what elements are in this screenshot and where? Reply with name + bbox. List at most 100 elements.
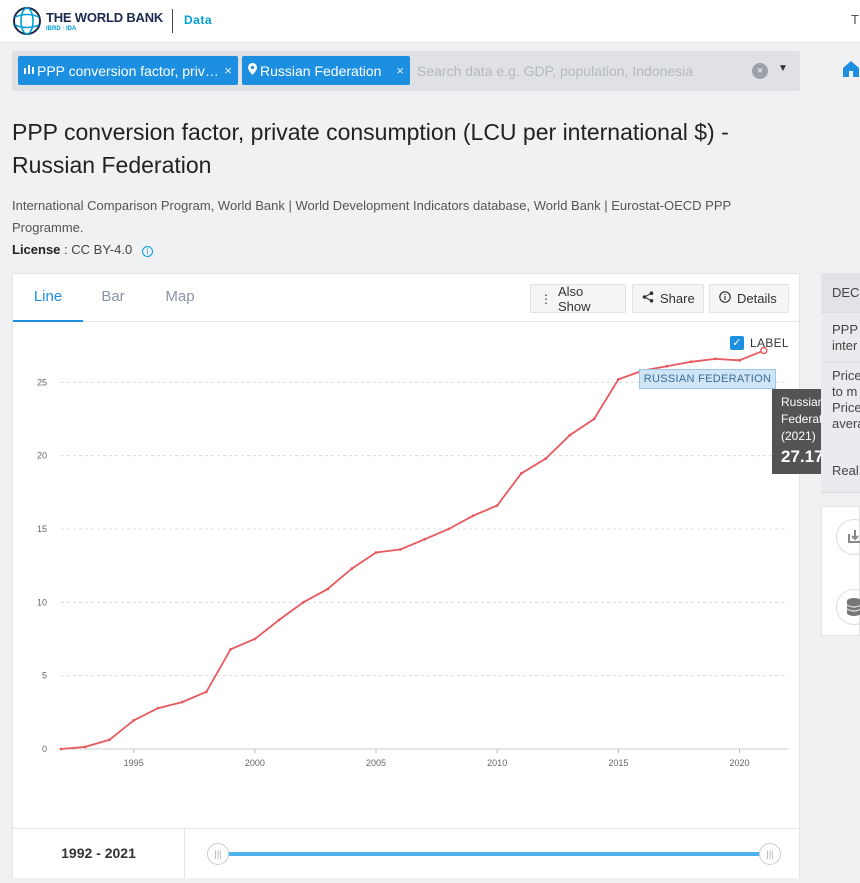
year-range-label: 1992 - 2021 — [13, 829, 185, 878]
data-point — [616, 378, 620, 381]
data-point — [398, 548, 402, 551]
license-value: : CC BY-4.0 — [64, 242, 133, 257]
license-label: License — [12, 242, 61, 257]
country-chip-label: Russian Federation — [260, 62, 382, 79]
data-link[interactable]: Data — [184, 13, 213, 27]
indicator-chip-label: PPP conversion factor, private consumpti… — [37, 62, 221, 79]
chart-tabs: Line Bar Map ⋮ Also Show Share Details — [13, 274, 799, 322]
share-button[interactable]: Share — [632, 284, 704, 313]
country-chip[interactable]: Russian Federation × — [242, 56, 410, 85]
globe-icon — [13, 7, 41, 35]
side-panel-head: DEC — [821, 273, 860, 313]
tab-bar[interactable]: Bar — [101, 288, 125, 305]
remove-country-icon[interactable]: × — [396, 63, 404, 78]
data-point — [229, 647, 233, 651]
range-handle-start[interactable]: ||| — [207, 843, 229, 865]
y-tick-label: 10 — [37, 597, 47, 607]
share-icon — [642, 291, 654, 306]
x-tick-label: 2010 — [487, 758, 507, 768]
data-point — [568, 433, 572, 437]
data-point — [760, 346, 768, 355]
data-point — [180, 700, 184, 704]
label-checkbox[interactable]: ✓ — [730, 336, 744, 350]
data-point — [277, 618, 281, 622]
download-icon[interactable] — [836, 519, 860, 555]
data-point — [520, 471, 523, 475]
data-point — [156, 706, 160, 710]
data-point — [205, 690, 208, 694]
series-line-russian-federation — [60, 349, 765, 750]
search-input[interactable] — [417, 59, 747, 83]
info-icon[interactable]: i — [141, 246, 153, 257]
x-tick-label: 2020 — [730, 758, 750, 768]
more-vertical-icon: ⋮ — [540, 291, 552, 306]
top-header: THE WORLD BANK IBRD · IDA Data T — [0, 0, 860, 43]
data-point — [689, 360, 693, 364]
data-point — [544, 457, 548, 460]
tooltip-line1: Russian — [781, 395, 825, 409]
remove-indicator-icon[interactable]: × — [224, 63, 232, 78]
data-point — [713, 357, 717, 361]
range-slider-track[interactable] — [218, 852, 770, 856]
side-panel-item[interactable]: Real — [821, 463, 860, 493]
year-range-bar: 1992 - 2021 ||| ||| — [13, 828, 799, 878]
chart-card: Line Bar Map ⋮ Also Show Share Details 0… — [12, 273, 840, 878]
data-point — [665, 364, 669, 368]
info-circle-icon — [719, 291, 731, 306]
indicator-chip[interactable]: PPP conversion factor, private consumpti… — [18, 56, 238, 85]
label-toggle[interactable]: ✓ LABEL — [730, 336, 789, 350]
details-label: Details — [737, 291, 777, 306]
chevron-down-icon[interactable]: ▼ — [778, 63, 788, 74]
data-point — [471, 514, 475, 518]
data-point — [350, 567, 354, 570]
logo-sub-text: IBRD · IDA — [46, 25, 77, 32]
also-show-button[interactable]: ⋮ Also Show — [530, 283, 626, 314]
range-handle-end[interactable]: ||| — [759, 843, 781, 865]
share-label: Share — [660, 291, 695, 306]
side-download-box — [821, 506, 860, 636]
also-show-label: Also Show — [558, 283, 591, 314]
line-chart: 0 5 10 15 20 25 1995 2000 2005 2010 2015 2020 — [37, 346, 788, 768]
data-point — [423, 537, 426, 541]
label-toggle-text: LABEL — [750, 336, 789, 350]
side-panel: DEC PPP inter Price to m Price avera Rea… — [821, 273, 860, 493]
page-title: PPP conversion factor, private consumpti… — [12, 119, 729, 178]
header-divider — [172, 9, 173, 33]
side-panel-item[interactable]: PPP inter — [821, 313, 860, 363]
database-icon[interactable] — [836, 589, 860, 625]
x-tick-label: 2000 — [245, 758, 265, 768]
tooltip-value: 27.17 — [781, 447, 824, 466]
data-point — [108, 738, 111, 742]
series-label-flag: RUSSIAN FEDERATION — [639, 369, 776, 389]
tab-map[interactable]: Map — [165, 288, 195, 305]
license-line: License : CC BY-4.0 i — [12, 242, 153, 257]
data-point — [447, 527, 451, 531]
y-tick-label: 0 — [42, 744, 47, 754]
data-point — [326, 587, 329, 591]
data-point — [253, 637, 257, 641]
data-point — [495, 504, 499, 507]
x-tick-label: 1995 — [124, 758, 144, 768]
y-tick-label: 25 — [37, 377, 47, 387]
data-point — [374, 551, 378, 554]
x-tick-label: 2005 — [366, 758, 386, 768]
search-bar: PPP conversion factor, private consumpti… — [12, 51, 800, 91]
data-point — [301, 600, 305, 604]
data-point — [132, 719, 136, 722]
home-icon[interactable] — [842, 58, 860, 80]
x-tick-label: 2015 — [608, 758, 628, 768]
clear-search-icon[interactable]: × — [752, 63, 768, 79]
logo-main-text: THE WORLD BANK — [46, 9, 164, 25]
world-bank-logo[interactable]: THE WORLD BANK IBRD · IDA — [12, 6, 163, 36]
tab-line[interactable]: Line — [13, 274, 83, 322]
source-text: International Comparison Program, World … — [12, 198, 731, 235]
bar-chart-icon — [24, 64, 34, 77]
tooltip-line3: (2021) — [781, 429, 816, 443]
location-pin-icon — [248, 63, 257, 78]
y-tick-label: 5 — [42, 671, 47, 681]
side-panel-item[interactable]: Price to m Price avera — [832, 368, 860, 431]
top-right-link[interactable]: T — [851, 12, 859, 27]
details-button[interactable]: Details — [709, 284, 789, 313]
y-tick-label: 20 — [37, 451, 47, 461]
y-tick-label: 15 — [37, 524, 47, 534]
